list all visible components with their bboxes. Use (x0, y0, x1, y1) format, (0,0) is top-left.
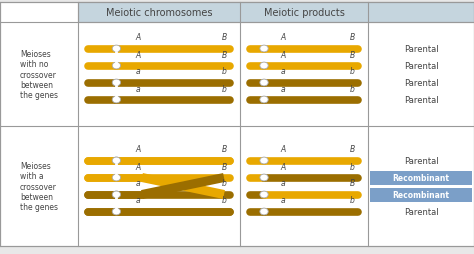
Ellipse shape (112, 191, 120, 198)
Text: A: A (281, 162, 286, 171)
Text: A: A (281, 33, 286, 42)
Ellipse shape (112, 157, 120, 164)
Text: A: A (135, 33, 140, 42)
Text: Meiotic products: Meiotic products (264, 8, 345, 18)
Bar (370, 171, 472, 185)
Ellipse shape (260, 174, 268, 181)
Text: A: A (135, 145, 140, 154)
Text: a: a (281, 84, 286, 93)
Text: a: a (136, 67, 140, 76)
Ellipse shape (112, 174, 120, 181)
Text: b: b (221, 179, 227, 188)
Text: Parental: Parental (404, 62, 438, 71)
Text: Parental: Parental (404, 96, 438, 105)
Text: b: b (349, 67, 355, 76)
Text: b: b (221, 196, 227, 205)
Text: a: a (281, 67, 286, 76)
Ellipse shape (260, 63, 268, 70)
Text: B: B (221, 33, 227, 42)
Ellipse shape (260, 97, 268, 104)
Text: A: A (281, 50, 286, 59)
Text: A: A (135, 50, 140, 59)
Text: b: b (221, 84, 227, 93)
Text: Parental: Parental (404, 79, 438, 88)
Text: b: b (221, 67, 227, 76)
Text: B: B (349, 50, 355, 59)
Text: Parental: Parental (404, 156, 438, 165)
Text: Recombinant: Recombinant (392, 173, 449, 182)
Text: A: A (281, 145, 286, 154)
Ellipse shape (112, 46, 120, 53)
Ellipse shape (112, 191, 120, 198)
Text: Parental: Parental (404, 207, 438, 216)
Text: a: a (281, 179, 286, 188)
Text: Recombinant: Recombinant (392, 190, 449, 199)
Text: a: a (281, 196, 286, 205)
Ellipse shape (260, 208, 268, 215)
Text: B: B (349, 33, 355, 42)
Bar (370, 188, 472, 202)
Text: B: B (221, 50, 227, 59)
Text: b: b (349, 162, 355, 171)
Text: Meioses
with a
crossover
between
the genes: Meioses with a crossover between the gen… (20, 161, 58, 212)
Ellipse shape (260, 80, 268, 87)
Text: Meiotic chromosomes: Meiotic chromosomes (106, 8, 212, 18)
Text: Parental: Parental (404, 45, 438, 54)
Text: b: b (349, 84, 355, 93)
Ellipse shape (112, 157, 120, 164)
Ellipse shape (260, 46, 268, 53)
Text: A: A (135, 162, 140, 171)
Ellipse shape (112, 80, 120, 87)
Text: a: a (136, 196, 140, 205)
Ellipse shape (260, 191, 268, 198)
Ellipse shape (112, 174, 120, 181)
Text: B: B (221, 162, 227, 171)
Ellipse shape (112, 208, 120, 215)
Bar (78, 3, 474, 23)
Text: B: B (349, 145, 355, 154)
Text: a: a (136, 179, 140, 188)
Text: B: B (349, 179, 355, 188)
Ellipse shape (112, 97, 120, 104)
Text: a: a (136, 84, 140, 93)
Text: B: B (221, 145, 227, 154)
Text: Meioses
with no
crossover
between
the genes: Meioses with no crossover between the ge… (20, 50, 58, 100)
Ellipse shape (112, 208, 120, 215)
Ellipse shape (112, 63, 120, 70)
Text: b: b (349, 196, 355, 205)
Ellipse shape (260, 157, 268, 164)
